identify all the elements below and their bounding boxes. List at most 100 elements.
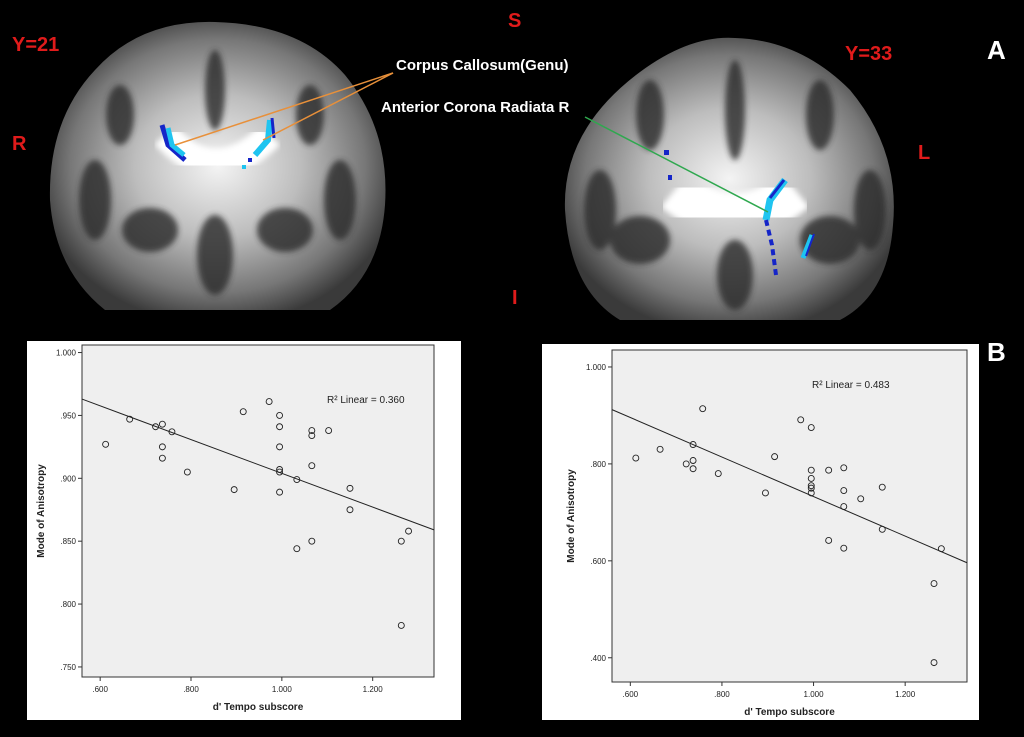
regression-line [81, 398, 435, 531]
data-point [183, 468, 191, 476]
y-axis-label: Mode of Anisotropy [566, 469, 577, 563]
slice-label-left: Y=21 [12, 34, 60, 56]
panel-label-a: A [987, 35, 1006, 65]
data-point [878, 525, 886, 533]
data-point [276, 411, 284, 419]
acr-pointer-line [584, 116, 769, 213]
y-tick-label: .950 [60, 411, 76, 420]
x-axis-label: d' Tempo subscore [744, 707, 835, 718]
data-point [346, 506, 354, 514]
y-tick-label: .800 [60, 600, 76, 609]
data-point [840, 464, 848, 472]
data-point [239, 408, 247, 416]
superior-label: S [508, 10, 522, 32]
data-point [878, 483, 886, 491]
right-brain-slice [564, 37, 894, 321]
data-point [807, 482, 815, 490]
left-side-label: L [918, 142, 931, 164]
data-point [807, 489, 815, 497]
data-point [689, 465, 697, 473]
data-point [308, 537, 316, 545]
y-tick-label: .900 [60, 474, 76, 483]
data-point [632, 454, 640, 462]
data-point [405, 527, 413, 535]
x-tick-label: 1.200 [363, 685, 384, 694]
data-point [158, 454, 166, 462]
data-point [325, 427, 333, 434]
x-tick-label: .600 [623, 690, 639, 699]
right-cluster [664, 150, 815, 276]
data-point [930, 580, 938, 588]
regression-line [611, 409, 968, 564]
data-point [825, 537, 833, 544]
data-point [397, 537, 405, 545]
data-point [293, 476, 301, 484]
plot-area [611, 349, 968, 683]
data-point [937, 545, 945, 553]
data-point [689, 457, 697, 464]
y-tick-label: .850 [60, 537, 76, 546]
r-squared-annotation: R² Linear = 0.483 [812, 380, 890, 391]
scatter-chart-right: .600 .800 1.000 1.200 .400 .600 .800 1.000 R² Li… [566, 349, 968, 718]
data-point [807, 484, 815, 492]
slice-label-right: Y=33 [845, 43, 893, 65]
y-tick-label: 1.000 [586, 363, 607, 372]
data-point [689, 441, 697, 448]
data-point [230, 486, 238, 494]
x-tick-label: .800 [183, 685, 199, 694]
brain-images [49, 21, 894, 321]
x-tick-label: 1.200 [895, 690, 916, 699]
data-point [276, 466, 284, 473]
data-point [797, 416, 805, 424]
data-point [825, 466, 833, 474]
data-point [397, 621, 405, 629]
panel-label-b: B [987, 337, 1006, 367]
corpus-callosum-label: Corpus Callosum(Genu) [396, 57, 569, 74]
data-point [276, 443, 284, 451]
data-point [276, 423, 284, 431]
data-point [293, 545, 301, 553]
corona-radiata-label: Anterior Corona Radiata R [381, 99, 570, 116]
y-tick-label: .600 [590, 557, 606, 566]
data-point [682, 460, 690, 468]
r-squared-annotation: R² Linear = 0.360 [327, 395, 405, 406]
data-point [840, 487, 848, 495]
data-point [771, 453, 779, 461]
inferior-label: I [512, 287, 518, 309]
data-point [930, 659, 938, 667]
data-point [265, 398, 273, 406]
y-tick-label: .750 [60, 663, 76, 672]
data-point [102, 440, 110, 448]
data-point [152, 423, 160, 431]
data-point [276, 488, 284, 496]
x-tick-label: .600 [92, 685, 108, 694]
data-point [762, 489, 769, 497]
data-point [714, 470, 722, 478]
data-point [308, 427, 316, 434]
cc-pointer-line-1 [174, 72, 394, 146]
scatter-plot-right: .600 .800 1.000 1.200 .400 .600 .800 1.000 R² Li… [542, 344, 979, 720]
x-axis-label: d' Tempo subscore [213, 702, 304, 713]
x-tick-label: 1.000 [804, 690, 825, 699]
data-point [699, 405, 707, 413]
x-tick-label: .800 [714, 690, 730, 699]
data-point [168, 428, 176, 436]
data-point [308, 432, 316, 439]
data-point [857, 495, 865, 503]
scatter-plot-left: .600 .800 1.000 1.200 .750 .800 .850 .900 .950 1.… [27, 341, 461, 720]
left-brain-slice [49, 21, 386, 311]
data-point [807, 466, 815, 474]
y-tick-label: .400 [590, 654, 606, 663]
data-point [840, 544, 848, 552]
data-point [840, 503, 848, 510]
data-point [126, 415, 134, 423]
left-cluster [159, 117, 276, 169]
plot-area [81, 344, 435, 678]
y-tick-label: .800 [590, 460, 606, 469]
data-point [158, 420, 166, 428]
cc-pointer-line-2 [262, 72, 394, 141]
data-point [656, 445, 664, 453]
data-point [276, 468, 284, 476]
x-tick-label: 1.000 [272, 685, 293, 694]
data-point [807, 474, 815, 482]
